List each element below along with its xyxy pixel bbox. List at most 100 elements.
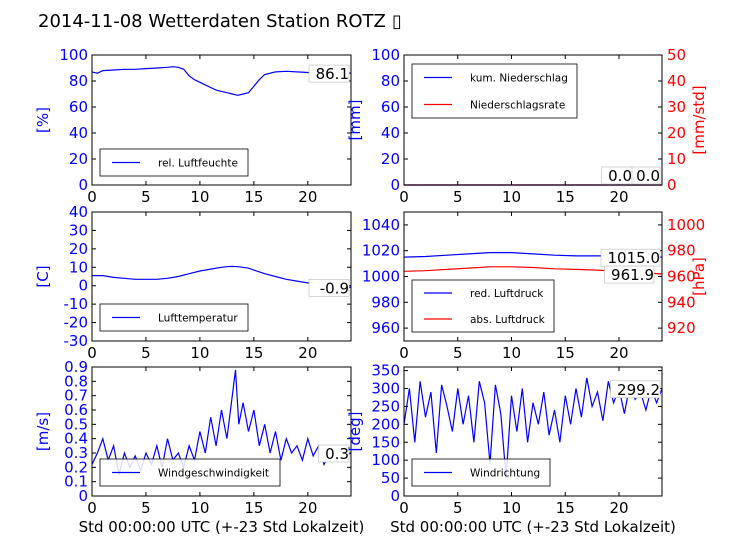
y-tick-label-right: 960 [667, 268, 696, 286]
x-tick-label: 5 [453, 344, 463, 362]
y-tick-label: 1020 [362, 242, 400, 260]
y-tick-label-right: 30 [667, 98, 686, 116]
x-tick-label: 10 [190, 188, 209, 206]
y-tick-label: 0 [78, 487, 88, 505]
y-axis-label: [deg] [346, 412, 364, 452]
y-tick-label: -20 [64, 314, 89, 332]
x-tick-label: 5 [453, 499, 463, 517]
panel-humidity: 0 5 10 15 20 0 20 40 60 80 100 [%] 86.1 rel. Luftfeuc… [34, 46, 352, 206]
plot-frame [403, 54, 663, 186]
y-tick-label: 0 [78, 176, 88, 194]
last-value-label: -0.9 [320, 279, 349, 297]
y-tick-label-right: 1000 [667, 216, 705, 234]
plot-frame [403, 366, 663, 497]
legend-box [411, 279, 555, 333]
y-tick-label: 0.1 [64, 473, 88, 491]
x-axis-label: Std 00:00:00 UTC (+-23 Std Lokalzeit) [390, 518, 676, 536]
x-tick-label: 10 [190, 344, 209, 362]
x-tick-label: 0 [87, 188, 97, 206]
y-tick-label: 20 [381, 150, 400, 168]
x-tick-label: 20 [609, 344, 628, 362]
y-axis-label-right: [mm/std] [690, 85, 708, 154]
series-line-1 [91, 66, 352, 96]
y-tick-label: 80 [381, 72, 400, 90]
x-tick-label: 0 [399, 344, 409, 362]
panel-wind_speed: 0 5 10 15 2000.10.20.30.40.50.60.70.80.9[m/s… [34, 358, 364, 536]
y-tick-label: 20 [69, 150, 88, 168]
y-tick-label: 100 [371, 46, 400, 64]
y-tick-label: 0.8 [64, 372, 88, 390]
y-tick-label-right: 0 [667, 176, 677, 194]
x-tick-label: 15 [556, 188, 575, 206]
y-tick-label-right: 10 [667, 150, 686, 168]
legend-label: red. Luftdruck [470, 288, 544, 300]
x-tick-label: 5 [141, 188, 151, 206]
x-tick-label: 20 [609, 499, 628, 517]
legend-box [411, 63, 578, 119]
series-line-1 [91, 369, 352, 475]
y-tick-label: -10 [64, 295, 89, 313]
last-value-label: 299.2 [617, 381, 660, 399]
last-value-label-2: 0.0 [608, 167, 632, 185]
y-tick-label: 1000 [362, 268, 400, 286]
x-tick-label: 15 [244, 499, 263, 517]
y-tick-label: 100 [59, 46, 88, 64]
x-tick-label: 10 [502, 344, 521, 362]
panel-precipitation: 0 5 10 15 20 0 20 40 60 80 100 0 10 20 30 40 50 [mm] [mm/s… [346, 46, 708, 206]
y-tick-label: 100 [371, 451, 400, 469]
legend-box [99, 303, 249, 332]
x-tick-label: 15 [244, 188, 263, 206]
y-axis-label-right: [hPa] [690, 257, 708, 296]
y-tick-label: 40 [69, 203, 88, 221]
y-tick-label-right: 20 [667, 124, 686, 142]
y-tick-label: 10 [69, 258, 88, 276]
y-axis-label: [%] [34, 107, 52, 133]
last-value-label: 1015.0 [608, 249, 661, 267]
y-tick-label: -30 [64, 332, 89, 350]
x-tick-label: 15 [244, 344, 263, 362]
last-value-box-2 [604, 265, 655, 284]
y-tick-label: 1040 [362, 216, 400, 234]
y-tick-label: 0.7 [64, 387, 88, 405]
plot-frame [91, 211, 352, 342]
last-value-label: 0.0 [636, 167, 660, 185]
figure-title: 2014-11-08 Wetterdaten Station ROTZ [38, 11, 386, 32]
y-tick-label: 0 [390, 176, 400, 194]
x-tick-label: 20 [298, 188, 317, 206]
y-tick-label: 0.2 [64, 458, 88, 476]
y-tick-label: 0.9 [64, 358, 88, 376]
x-tick-label: 0 [399, 188, 409, 206]
y-tick-label-right: 920 [667, 319, 696, 337]
y-tick-label: 960 [371, 319, 400, 337]
y-tick-label: 0 [78, 277, 88, 295]
last-value-box [308, 279, 350, 297]
last-value-box [610, 380, 661, 399]
y-tick-label: 150 [371, 433, 400, 451]
y-tick-label-right: 940 [667, 293, 696, 311]
x-tick-label: 10 [190, 499, 209, 517]
y-axis-label: [C] [34, 265, 52, 287]
x-tick-label: 0 [87, 344, 97, 362]
last-value-label-2: 961.9 [611, 266, 654, 284]
y-tick-label: 40 [381, 124, 400, 142]
y-tick-label-right: 980 [667, 242, 696, 260]
last-value-box [318, 444, 350, 463]
x-tick-label: 0 [87, 499, 97, 517]
y-tick-label: 50 [381, 469, 400, 487]
y-tick-label: 60 [381, 98, 400, 116]
panel-temperature: 0 5 10 15 20-30-20-10010203040[C]-0.9Lufttem… [34, 203, 352, 362]
y-tick-label-right: 50 [667, 46, 686, 64]
plot-frame [91, 54, 352, 186]
y-tick-label: 200 [371, 415, 400, 433]
x-tick-label: 20 [298, 344, 317, 362]
y-tick-label: 80 [69, 72, 88, 90]
y-axis-label: [m/s] [34, 412, 52, 451]
title-glyph: ▯ [392, 11, 402, 32]
y-tick-label: 0.5 [64, 415, 88, 433]
legend-label: Windrichtung [470, 468, 540, 480]
x-tick-label: 10 [502, 188, 521, 206]
last-value-box-2 [601, 166, 633, 185]
